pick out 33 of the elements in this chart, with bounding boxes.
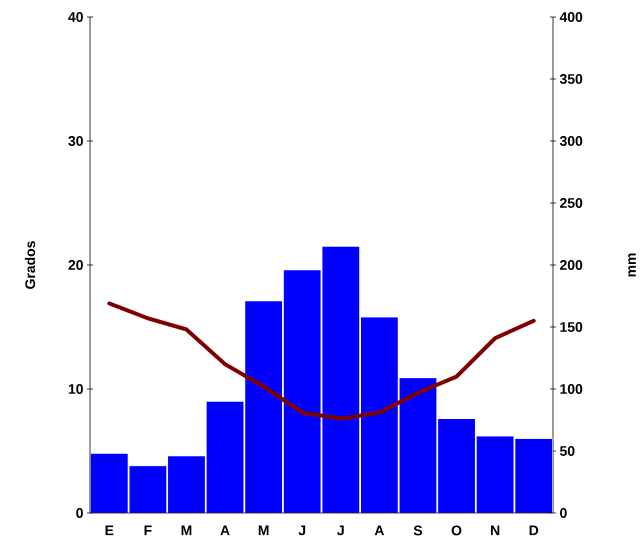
y2-tick-label: 250	[560, 198, 582, 208]
x-tick-label: N	[491, 526, 500, 536]
x-tick-label: O	[452, 526, 462, 536]
y2-axis-title: mm	[628, 253, 636, 276]
y-tick-label: 0	[76, 508, 83, 518]
line-series	[107, 301, 536, 421]
x-tick-label: D	[530, 526, 538, 536]
y2-tick-label: 400	[560, 12, 582, 22]
y2-tick-label: 300	[560, 136, 582, 146]
x-tick-label: F	[144, 526, 152, 536]
bar	[90, 453, 128, 513]
y2-tick-label: 100	[560, 384, 582, 394]
bar	[283, 270, 322, 513]
y-tick-label: 30	[68, 136, 83, 146]
x-tick-label: E	[106, 526, 114, 536]
y-tick-label: 40	[68, 12, 83, 22]
x-tick-label: A	[374, 526, 384, 536]
y2-tick-label: 350	[560, 74, 582, 84]
y-tick-label: 20	[68, 260, 83, 270]
x-tick-label: A	[220, 526, 230, 536]
y2-tick-label: 0	[560, 508, 567, 518]
x-tick-label: M	[182, 526, 192, 536]
y2-tick-label: 150	[560, 322, 582, 332]
bar	[514, 438, 553, 513]
y2-tick-label: 50	[560, 446, 574, 456]
y2-tick-label: 200	[560, 260, 582, 270]
x-tick-label: S	[414, 526, 422, 536]
y-tick-label: 10	[68, 384, 83, 394]
y-axis-title: Grados	[24, 241, 36, 289]
bar	[322, 246, 360, 513]
x-tick-label: J	[298, 526, 306, 536]
x-tick-label: J	[337, 526, 344, 536]
x-tick-label: M	[258, 526, 269, 536]
